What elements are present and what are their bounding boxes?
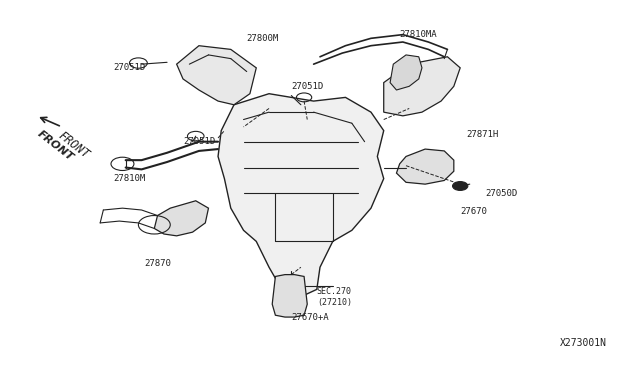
Text: 27670: 27670 bbox=[460, 207, 487, 217]
Polygon shape bbox=[272, 275, 307, 317]
Text: 27051D: 27051D bbox=[113, 63, 145, 72]
Polygon shape bbox=[390, 55, 422, 90]
Text: 27051D: 27051D bbox=[291, 82, 324, 91]
Polygon shape bbox=[154, 201, 209, 236]
Text: SEC.270: SEC.270 bbox=[317, 287, 352, 296]
Text: FRONT: FRONT bbox=[56, 129, 92, 161]
Text: 27870: 27870 bbox=[145, 259, 172, 268]
Text: 27051D: 27051D bbox=[183, 137, 215, 146]
Polygon shape bbox=[384, 57, 460, 116]
Text: 27810MA: 27810MA bbox=[399, 30, 437, 39]
Polygon shape bbox=[177, 46, 256, 105]
Text: 27670+A: 27670+A bbox=[291, 312, 329, 321]
Circle shape bbox=[452, 182, 468, 190]
Text: FRONT: FRONT bbox=[36, 128, 76, 163]
Text: X273001N: X273001N bbox=[560, 339, 607, 349]
Polygon shape bbox=[396, 149, 454, 184]
Text: 27800M: 27800M bbox=[246, 34, 279, 43]
Text: 27871H: 27871H bbox=[467, 130, 499, 139]
Polygon shape bbox=[218, 94, 384, 297]
Text: (27210): (27210) bbox=[317, 298, 352, 307]
Text: 27050D: 27050D bbox=[486, 189, 518, 198]
Text: 27810M: 27810M bbox=[113, 174, 145, 183]
